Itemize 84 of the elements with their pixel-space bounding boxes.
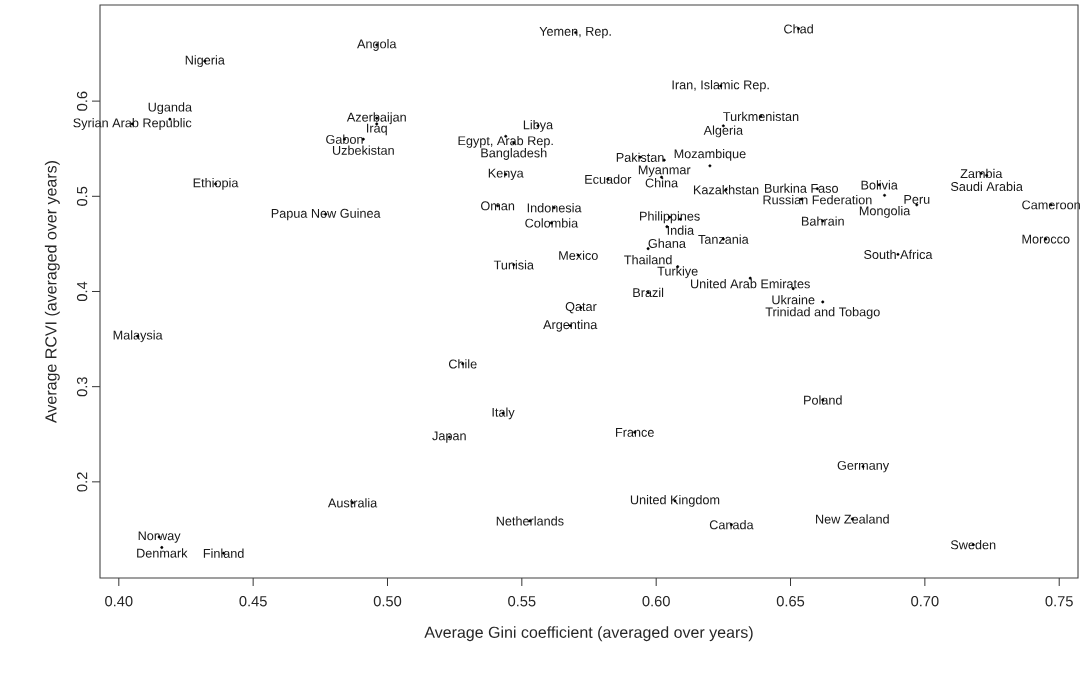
data-label: Kenya — [488, 168, 524, 181]
x-tick-label: 0.50 — [373, 596, 402, 607]
data-label: India — [667, 225, 695, 235]
data-label: Ghana — [648, 238, 686, 248]
data-label: Yemen, Rep. — [539, 26, 611, 39]
data-label: Ethiopia — [193, 178, 239, 190]
data-label: Papua New Guinea — [271, 208, 381, 221]
data-label: Chile — [448, 359, 477, 369]
data-label: Ukraine — [772, 294, 815, 305]
data-label: Argentina — [543, 319, 598, 332]
data-label: Turkiye — [657, 266, 698, 279]
y-tick-label: 0.2 — [76, 472, 88, 492]
data-label: Denmark — [137, 548, 188, 558]
data-label: Tanzania — [698, 234, 749, 244]
data-label: Trinidad and Tobago — [765, 307, 880, 319]
data-label: United Kingdom — [630, 494, 720, 507]
data-label: Azerbaijan — [346, 112, 406, 125]
data-label: Morocco — [1022, 234, 1070, 244]
data-label: Japan — [432, 431, 466, 443]
data-label: Nigeria — [185, 55, 225, 68]
x-tick-label: 0.60 — [642, 596, 670, 607]
data-label: Cameroon — [1022, 200, 1080, 210]
data-label: Tunisia — [493, 260, 534, 270]
data-label: Australia — [327, 498, 378, 508]
data-label: Saudi Arabia — [950, 181, 1023, 192]
data-label: Ecuador — [585, 174, 632, 184]
x-axis-title: Average Gini coefficient (averaged over years) — [424, 626, 753, 642]
data-label: Mexico — [559, 250, 598, 260]
data-label: Syrian Arab Republic — [73, 118, 192, 130]
data-label: United Arab Emirates — [691, 279, 810, 289]
x-tick-label: 0.70 — [911, 596, 939, 607]
data-label: Poland — [804, 395, 842, 405]
x-tick-label: 0.65 — [776, 596, 805, 607]
data-label: Canada — [709, 520, 754, 530]
data-label: Mozambique — [674, 148, 746, 161]
x-tick-label: 0.45 — [239, 596, 267, 607]
data-label: Iraq — [367, 123, 387, 136]
data-label: Norway — [138, 531, 181, 543]
data-label: Oman — [481, 201, 515, 211]
data-label: Malaysia — [113, 330, 163, 343]
data-label: Germany — [837, 460, 890, 473]
data-label: Sweden — [950, 540, 996, 550]
y-tick-label: 0.5 — [76, 186, 88, 206]
data-label: Angola — [357, 39, 397, 51]
data-label: Thailand — [624, 255, 672, 265]
y-axis-title: Average RCVI (averaged over years) — [44, 161, 60, 423]
data-label: Gabon — [326, 134, 363, 144]
data-label: Kazakhstan — [693, 184, 759, 195]
data-label: Iran, Islamic Rep. — [672, 79, 769, 92]
data-label: Finland — [203, 548, 244, 558]
data-label: Turkmenistan — [723, 111, 799, 121]
data-label: Chad — [784, 24, 813, 34]
data-label: Qatar — [565, 302, 597, 314]
data-label: Uzbekistan — [332, 145, 394, 155]
data-label: Colombia — [525, 218, 579, 228]
data-label: Bolivia — [861, 180, 898, 190]
data-label: China — [645, 178, 679, 188]
data-label: Indonesia — [527, 203, 582, 213]
data-label: Egypt, Arab Rep. — [458, 135, 553, 148]
data-label: New Zealand — [816, 514, 889, 524]
x-tick-label: 0.55 — [508, 596, 536, 607]
data-label: Bangladesh — [481, 148, 547, 160]
data-label: Pakistan — [616, 152, 664, 162]
y-tick-label: 0.4 — [76, 281, 88, 302]
data-label: Brazil — [633, 287, 664, 298]
data-label: Uganda — [148, 102, 193, 115]
y-tick-label: 0.3 — [76, 377, 88, 397]
data-label: Libya — [523, 119, 554, 132]
data-label: Zambia — [960, 168, 1003, 179]
data-label: South Africa — [864, 249, 933, 260]
data-label: Italy — [492, 407, 515, 420]
x-tick-label: 0.75 — [1045, 596, 1073, 607]
data-label: Burkina Faso — [765, 183, 839, 193]
data-label: Peru — [904, 194, 930, 204]
data-label: Bahrain — [801, 216, 844, 226]
data-label: Philippines — [640, 211, 700, 224]
x-tick-label: 0.40 — [105, 596, 133, 607]
y-tick-label: 0.6 — [76, 91, 88, 111]
data-label: Myanmar — [638, 165, 691, 177]
data-label: Algeria — [703, 125, 744, 138]
data-label: Russian Federation — [763, 195, 872, 205]
data-label: Mongolia — [859, 205, 911, 218]
data-label: Netherlands — [496, 516, 564, 526]
data-label: France — [616, 427, 654, 437]
